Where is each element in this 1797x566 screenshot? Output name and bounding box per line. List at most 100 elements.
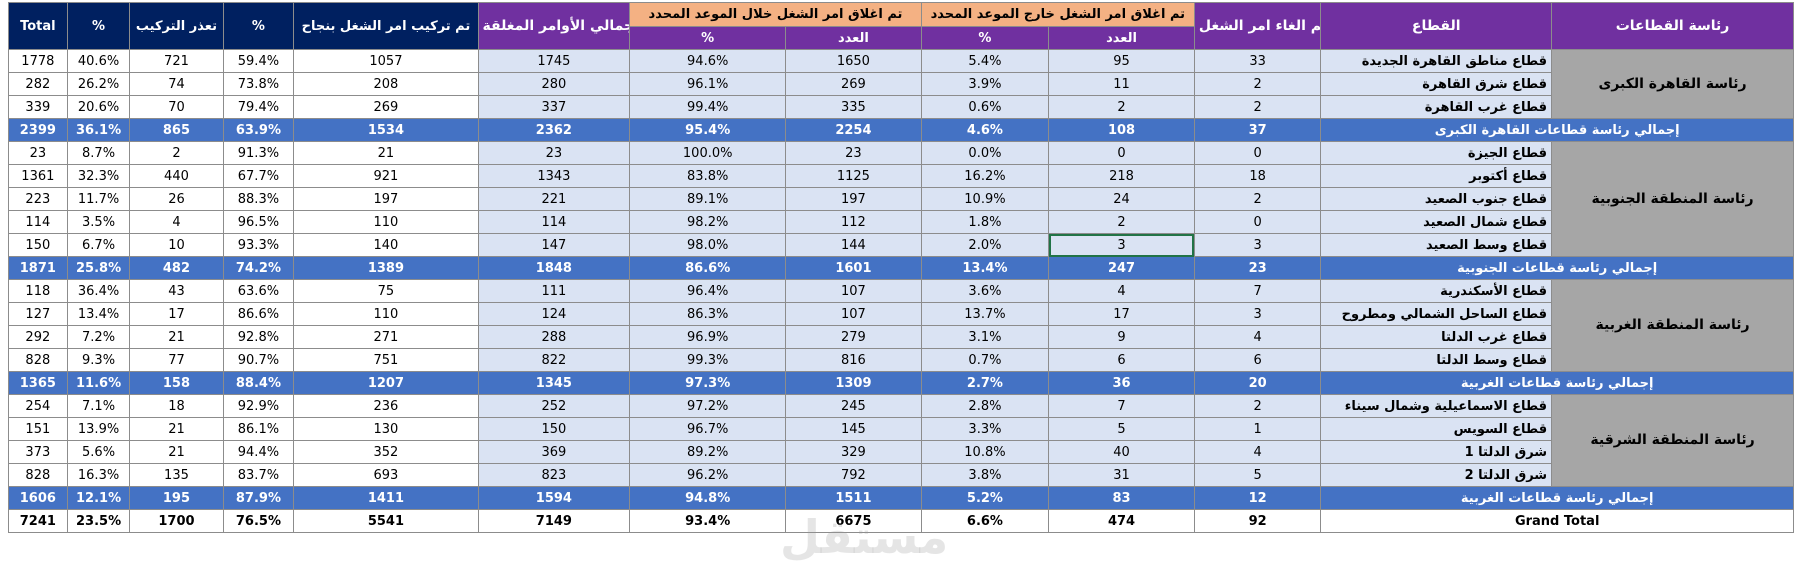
sector-name-cell[interactable]: قطاع الساحل الشمالي ومطروح — [1320, 302, 1553, 326]
cancelled-cell[interactable]: 18 — [1193, 164, 1322, 188]
fail-pct-cell[interactable]: 13.9% — [66, 417, 131, 441]
within-pct-cell[interactable]: 98.2% — [629, 210, 787, 234]
total-cell[interactable]: 150 — [8, 233, 68, 257]
subtotal-fail-pct-cell[interactable]: 36.1% — [66, 118, 131, 142]
within-count-cell[interactable]: 792 — [785, 463, 922, 487]
subtotal-inst-pct-cell[interactable]: 74.2% — [222, 256, 295, 280]
fail-pct-cell[interactable]: 16.3% — [66, 463, 131, 487]
outside-pct-cell[interactable]: 3.8% — [920, 463, 1050, 487]
installed-cell[interactable]: 208 — [293, 72, 479, 96]
inst-pct-cell[interactable]: 92.8% — [222, 325, 295, 349]
within-pct-cell[interactable]: 96.7% — [629, 417, 787, 441]
within-count-cell[interactable]: 1125 — [785, 164, 922, 188]
total-cell[interactable]: 254 — [8, 394, 68, 418]
sector-name-cell[interactable]: قطاع الاسماعيلية وشمال سيناء — [1320, 394, 1553, 418]
outside-pct-cell[interactable]: 0.6% — [920, 95, 1050, 119]
closed-cell[interactable]: 114 — [477, 210, 631, 234]
within-pct-cell[interactable]: 96.2% — [629, 463, 787, 487]
outside-count-cell[interactable]: 0 — [1048, 141, 1195, 165]
fail-pct-cell[interactable]: 8.7% — [66, 141, 131, 165]
closed-cell[interactable]: 221 — [477, 187, 631, 211]
subtotal-outside-pct-cell[interactable]: 5.2% — [920, 486, 1050, 510]
within-pct-cell[interactable]: 96.9% — [629, 325, 787, 349]
inst-pct-cell[interactable]: 59.4% — [222, 49, 295, 73]
fail-pct-cell[interactable]: 36.4% — [66, 279, 131, 303]
header-installed[interactable]: تم تركيب امر الشغل بنجاح — [293, 2, 479, 50]
total-cell[interactable]: 151 — [8, 417, 68, 441]
fail-pct-cell[interactable]: 11.7% — [66, 187, 131, 211]
failed-cell[interactable]: 18 — [129, 394, 224, 418]
total-cell[interactable]: 23 — [8, 141, 68, 165]
fail-pct-cell[interactable]: 9.3% — [66, 348, 131, 372]
within-count-cell[interactable]: 197 — [785, 187, 922, 211]
outside-pct-cell[interactable]: 3.3% — [920, 417, 1050, 441]
inst-pct-cell[interactable]: 96.5% — [222, 210, 295, 234]
subtotal-failed-cell[interactable]: 195 — [129, 486, 224, 510]
inst-pct-cell[interactable]: 83.7% — [222, 463, 295, 487]
subtotal-cancelled-cell[interactable]: 37 — [1193, 118, 1322, 142]
within-count-cell[interactable]: 269 — [785, 72, 922, 96]
outside-count-cell[interactable]: 11 — [1048, 72, 1195, 96]
closed-cell[interactable]: 1343 — [477, 164, 631, 188]
total-cell[interactable]: 339 — [8, 95, 68, 119]
sector-name-cell[interactable]: قطاع شرق القاهرة — [1320, 72, 1553, 96]
header-total[interactable]: Total — [8, 2, 68, 50]
total-cell[interactable]: 1361 — [8, 164, 68, 188]
within-pct-cell[interactable]: 89.2% — [629, 440, 787, 464]
outside-pct-cell[interactable]: 0.0% — [920, 141, 1050, 165]
outside-count-cell[interactable]: 5 — [1048, 417, 1195, 441]
subtotal-within-count-cell[interactable]: 1601 — [785, 256, 922, 280]
subtotal-within-pct-cell[interactable]: 94.8% — [629, 486, 787, 510]
grand-fail-pct-cell[interactable]: 23.5% — [66, 509, 131, 533]
installed-cell[interactable]: 751 — [293, 348, 479, 372]
fail-pct-cell[interactable]: 40.6% — [66, 49, 131, 73]
outside-pct-cell[interactable]: 3.1% — [920, 325, 1050, 349]
failed-cell[interactable]: 26 — [129, 187, 224, 211]
subtotal-outside-pct-cell[interactable]: 13.4% — [920, 256, 1050, 280]
inst-pct-cell[interactable]: 67.7% — [222, 164, 295, 188]
subtotal-total-cell[interactable]: 1606 — [8, 486, 68, 510]
sector-name-cell[interactable]: قطاع مناطق القاهرة الجديدة — [1320, 49, 1553, 73]
outside-pct-cell[interactable]: 16.2% — [920, 164, 1050, 188]
outside-count-cell[interactable]: 4 — [1048, 279, 1195, 303]
within-count-cell[interactable]: 107 — [785, 302, 922, 326]
within-pct-cell[interactable]: 99.3% — [629, 348, 787, 372]
inst-pct-cell[interactable]: 92.9% — [222, 394, 295, 418]
outside-count-cell[interactable]: 17 — [1048, 302, 1195, 326]
inst-pct-cell[interactable]: 79.4% — [222, 95, 295, 119]
cancelled-cell[interactable]: 0 — [1193, 141, 1322, 165]
header-fail-pct[interactable]: % — [66, 2, 131, 50]
region-name-cell[interactable]: رئاسة القاهرة الكبرى — [1551, 49, 1794, 119]
closed-cell[interactable]: 252 — [477, 394, 631, 418]
outside-pct-cell[interactable]: 10.9% — [920, 187, 1050, 211]
closed-cell[interactable]: 337 — [477, 95, 631, 119]
outside-pct-cell[interactable]: 3.9% — [920, 72, 1050, 96]
installed-cell[interactable]: 197 — [293, 187, 479, 211]
cancelled-cell[interactable]: 2 — [1193, 72, 1322, 96]
subtotal-inst-pct-cell[interactable]: 87.9% — [222, 486, 295, 510]
total-cell[interactable]: 292 — [8, 325, 68, 349]
within-pct-cell[interactable]: 96.1% — [629, 72, 787, 96]
total-cell[interactable]: 282 — [8, 72, 68, 96]
sector-name-cell[interactable]: قطاع الأسكندرية — [1320, 279, 1553, 303]
sector-name-cell[interactable]: قطاع شمال الصعيد — [1320, 210, 1553, 234]
subtotal-failed-cell[interactable]: 482 — [129, 256, 224, 280]
within-count-cell[interactable]: 107 — [785, 279, 922, 303]
region-name-cell[interactable]: رئاسة المنطقة الشرقية — [1551, 394, 1794, 487]
within-count-cell[interactable]: 145 — [785, 417, 922, 441]
grand-total-cell[interactable]: 7241 — [8, 509, 68, 533]
failed-cell[interactable]: 74 — [129, 72, 224, 96]
closed-cell[interactable]: 288 — [477, 325, 631, 349]
header-total-closed[interactable]: اجمالي الأوامر المغلقة — [477, 2, 631, 50]
installed-cell[interactable]: 110 — [293, 302, 479, 326]
inst-pct-cell[interactable]: 86.6% — [222, 302, 295, 326]
within-count-cell[interactable]: 245 — [785, 394, 922, 418]
installed-cell[interactable]: 130 — [293, 417, 479, 441]
sector-name-cell[interactable]: قطاع السويس — [1320, 417, 1553, 441]
outside-pct-cell[interactable]: 1.8% — [920, 210, 1050, 234]
grand-outside-count-cell[interactable]: 474 — [1048, 509, 1195, 533]
within-count-cell[interactable]: 1650 — [785, 49, 922, 73]
installed-cell[interactable]: 236 — [293, 394, 479, 418]
outside-count-cell[interactable]: 2 — [1048, 95, 1195, 119]
grand-closed-cell[interactable]: 7149 — [477, 509, 631, 533]
